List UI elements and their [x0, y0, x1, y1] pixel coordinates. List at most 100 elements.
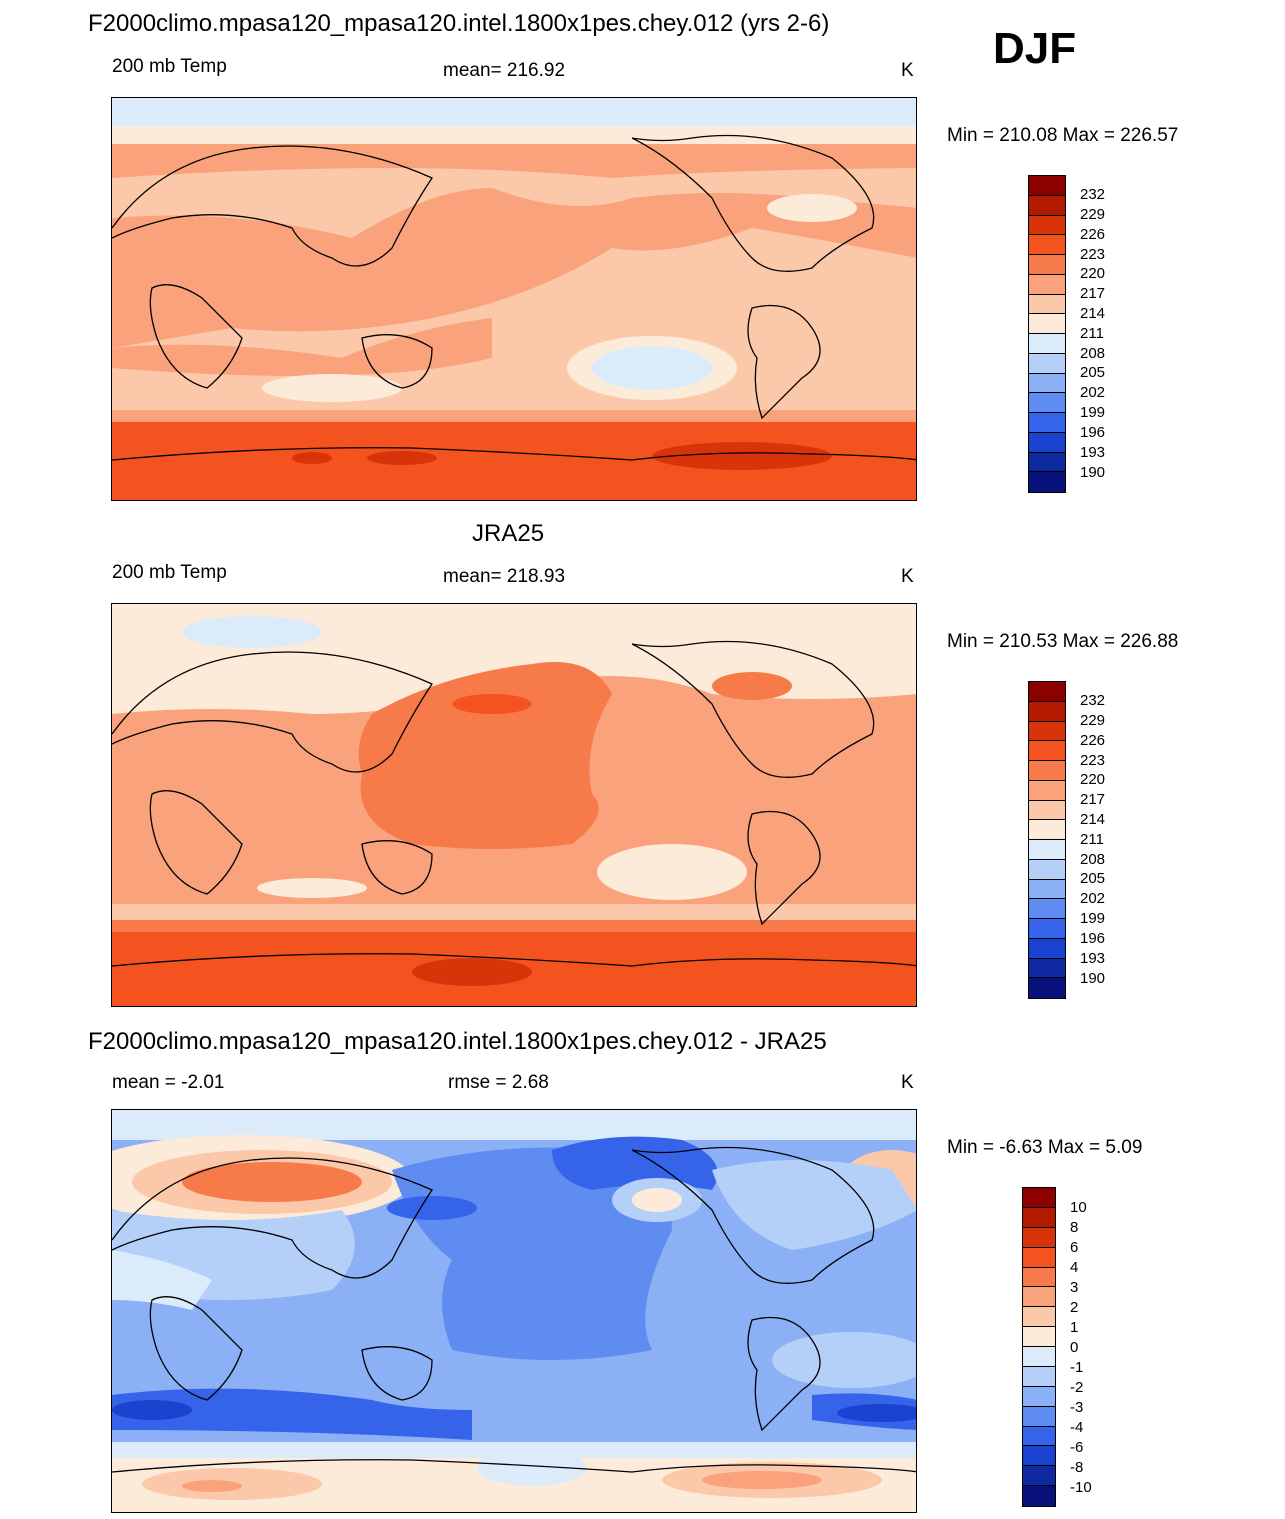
contour-fill-antarctic-warm-west-core: [182, 1480, 242, 1492]
contour-fill-atlantic-south-light: [772, 1332, 916, 1388]
panel-1-mean-label: mean= 216.92: [443, 60, 566, 81]
legend-tick-label: 217: [1080, 285, 1106, 302]
panel-3-coastlines: [112, 1146, 916, 1473]
contour-fill-southern-cold: [112, 1388, 472, 1440]
legend-tick-label: 190: [1080, 464, 1106, 481]
panel-3-map: [111, 1109, 917, 1513]
panel-1-map: [111, 97, 917, 501]
legend-tick-label: 205: [1080, 364, 1106, 381]
panel-3-contour-plot: [112, 1110, 916, 1512]
legend-cell: [1023, 1207, 1055, 1228]
legend-cell: [1029, 879, 1065, 900]
legend-tick-label: -2: [1070, 1379, 1084, 1396]
contour-fill-arctic: [112, 1110, 916, 1140]
legend-cell: [1029, 701, 1065, 722]
contour-fill-siberia-cold: [182, 616, 322, 648]
contour-fill-africa-lighter: [112, 1250, 212, 1310]
contour-fill-south-tropic: [112, 318, 492, 376]
legend-cell: [1029, 176, 1065, 196]
legend-cell: [1023, 1446, 1055, 1467]
legend-tick-label: 202: [1080, 890, 1106, 907]
panel-3-mean-label: mean = -2.01: [112, 1072, 225, 1093]
contour-fill-tropics: [112, 188, 916, 348]
legend-tick-label: 226: [1080, 226, 1106, 243]
legend-cell: [1029, 413, 1065, 433]
legend-tick-label: 217: [1080, 791, 1106, 808]
legend-cell: [1029, 978, 1065, 998]
legend-cell: [1023, 1227, 1055, 1248]
legend-cell: [1029, 215, 1065, 236]
panel-2-mean-label: mean= 218.93: [443, 566, 566, 587]
legend-cell: [1023, 1466, 1055, 1487]
legend-tick-label: 10: [1070, 1199, 1087, 1216]
contour-fill-alaska-warm-core: [632, 1188, 682, 1212]
legend-cell: [1029, 235, 1065, 255]
contour-fill-southern-coldest-2: [837, 1404, 916, 1422]
legend-cell: [1029, 195, 1065, 216]
legend-tick-label: 196: [1080, 424, 1106, 441]
legend-tick-label: 232: [1080, 692, 1106, 709]
contour-fill-pacific-warm: [358, 662, 612, 849]
legend-cell: [1029, 373, 1065, 394]
legend-cell: [1023, 1486, 1055, 1506]
legend-tick-label: 208: [1080, 345, 1106, 362]
panel-2-legend-bar: [1028, 681, 1066, 999]
legend-cell: [1029, 393, 1065, 413]
legend-tick-label: 193: [1080, 950, 1106, 967]
legend-cell: [1029, 840, 1065, 860]
contour-fill-pacific-cold: [552, 1136, 718, 1190]
legend-tick-label: 223: [1080, 246, 1106, 263]
legend-cell: [1029, 472, 1065, 492]
legend-tick-label: 211: [1080, 325, 1104, 342]
contour-fill-south-band: [112, 920, 916, 932]
contour-fill-antarctic-warm: [412, 958, 532, 986]
legend-tick-label: -6: [1070, 1439, 1084, 1456]
legend-cell: [1029, 294, 1065, 315]
contour-fill-antarctic-warm-2: [367, 451, 437, 465]
legend-cell: [1029, 274, 1065, 295]
legend-tick-label: -4: [1070, 1419, 1084, 1436]
panel-3-units-label: K: [901, 1072, 914, 1093]
panel-3-rmse-label: rmse = 2.68: [448, 1072, 549, 1093]
panel-1-minmax-label: Min = 210.08 Max = 226.57: [947, 125, 1179, 146]
legend-cell: [1023, 1406, 1055, 1427]
legend-cell: [1029, 859, 1065, 880]
legend-cell: [1023, 1287, 1055, 1308]
legend-tick-label: 232: [1080, 186, 1106, 203]
legend-cell: [1029, 452, 1065, 473]
contour-fill-japan-cold: [387, 1196, 477, 1220]
legend-cell: [1029, 761, 1065, 781]
contour-fill-south-band: [112, 410, 916, 422]
legend-tick-label: 4: [1070, 1259, 1079, 1276]
legend-tick-label: -10: [1070, 1479, 1092, 1496]
legend-tick-label: 223: [1080, 752, 1106, 769]
legend-tick-label: 229: [1080, 206, 1106, 223]
contour-fill-pacific-warm-core: [452, 694, 532, 714]
contour-fill-arctic-edge: [112, 126, 916, 144]
contour-fill-eurasia-warm: [182, 1162, 362, 1202]
panel-1-title: F2000climo.mpasa120_mpasa120.intel.1800x…: [88, 10, 830, 37]
legend-tick-label: 3: [1070, 1279, 1079, 1296]
legend-tick-label: -1: [1070, 1359, 1084, 1376]
panel-1-coastlines: [112, 134, 916, 461]
legend-cell: [1029, 353, 1065, 374]
legend-tick-label: 220: [1080, 265, 1106, 282]
panel-2-units-label: K: [901, 566, 914, 587]
legend-tick-label: 6: [1070, 1239, 1079, 1256]
contour-fill-indian-cool: [257, 878, 367, 898]
legend-cell: [1023, 1247, 1055, 1268]
legend-cell: [1029, 432, 1065, 453]
legend-tick-label: -8: [1070, 1459, 1084, 1476]
legend-tick-label: 226: [1080, 732, 1106, 749]
contour-fill-pacific-cool: [597, 844, 747, 900]
legend-cell: [1029, 958, 1065, 979]
contour-fill-midlat-north: [112, 144, 916, 178]
legend-cell: [1023, 1307, 1055, 1328]
legend-cell: [1029, 938, 1065, 959]
contour-fill-arctic: [112, 98, 916, 126]
legend-cell: [1029, 780, 1065, 801]
panel-1-legend-bar: [1028, 175, 1066, 493]
panel-2-map: [111, 603, 917, 1007]
legend-cell: [1023, 1267, 1055, 1288]
legend-tick-label: 199: [1080, 404, 1106, 421]
